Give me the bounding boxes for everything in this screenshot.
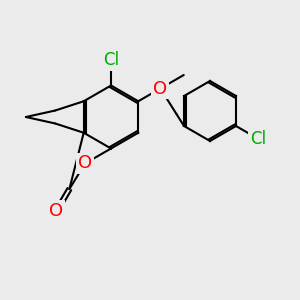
- Text: O: O: [78, 154, 92, 172]
- Text: O: O: [50, 202, 64, 220]
- Text: O: O: [153, 80, 167, 98]
- Text: Cl: Cl: [250, 130, 266, 148]
- Text: Cl: Cl: [103, 51, 119, 69]
